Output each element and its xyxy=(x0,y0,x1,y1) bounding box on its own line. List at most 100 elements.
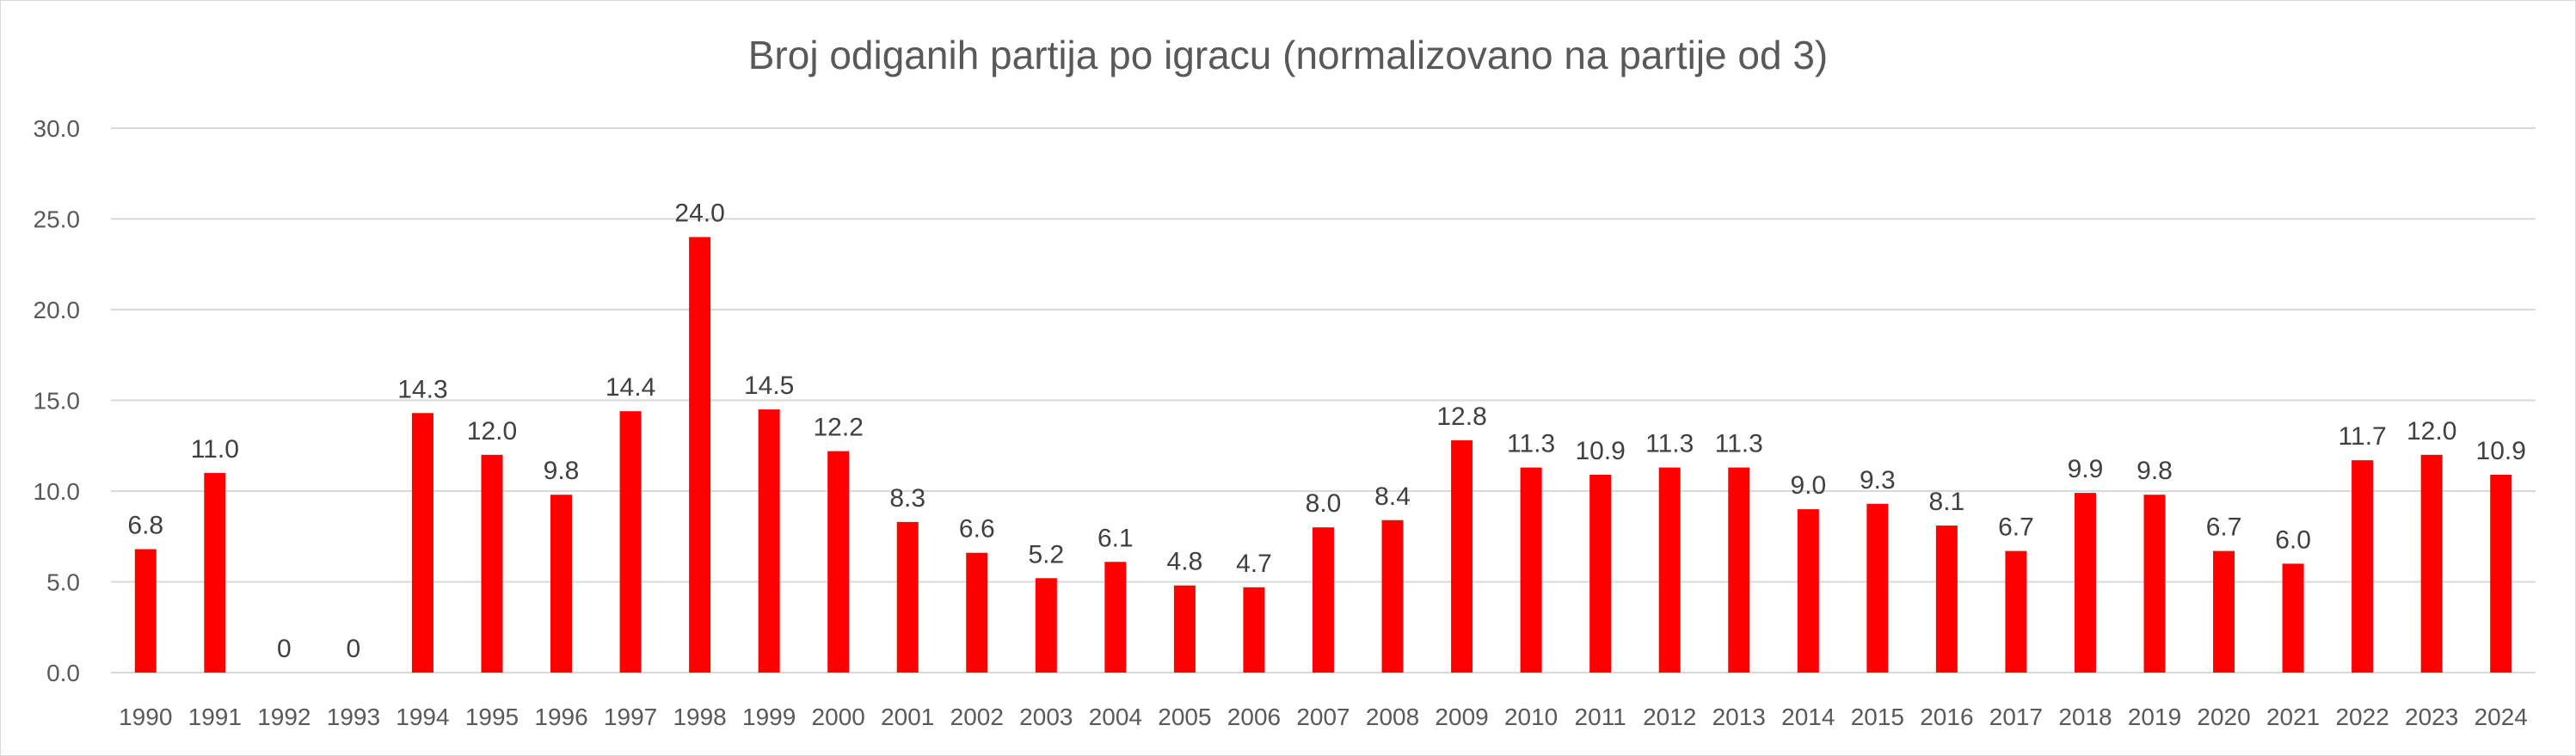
bar-2007 xyxy=(1313,527,1334,673)
bar-2013 xyxy=(1728,467,1750,673)
x-tick-label-2020: 2020 xyxy=(2197,704,2250,730)
x-tick-label-2005: 2005 xyxy=(1158,704,1211,730)
x-tick-label-2017: 2017 xyxy=(1989,704,2043,730)
x-tick-label-2002: 2002 xyxy=(950,704,1004,730)
bar-2009 xyxy=(1451,439,1473,673)
bar-2001 xyxy=(896,521,919,673)
y-tick-label: 10.0 xyxy=(34,478,81,505)
data-label-1992: 0 xyxy=(277,635,292,663)
y-tick-label: 0.0 xyxy=(46,660,80,686)
data-label-2006: 4.7 xyxy=(1236,550,1272,578)
bar-2004 xyxy=(1104,562,1127,673)
data-label-1990: 6.8 xyxy=(127,512,163,540)
data-labels: 6.8 11.0 0 0 14.3 12.0 9.8 14.4 24.0 14.5 12.2 8.3 6… xyxy=(127,200,2526,663)
data-label-2018: 9.9 xyxy=(2068,455,2104,483)
bar-2011 xyxy=(1589,475,1612,673)
y-tick-label: 25.0 xyxy=(34,206,81,233)
bar-2022 xyxy=(2352,460,2374,673)
bar-1990 xyxy=(134,549,157,673)
data-label-2008: 8.4 xyxy=(1374,482,1411,511)
data-label-2015: 9.3 xyxy=(1860,466,1896,495)
bars xyxy=(134,237,2512,673)
x-tick-label-2012: 2012 xyxy=(1643,704,1696,730)
bar-1998 xyxy=(689,237,711,673)
bar-1991 xyxy=(204,472,226,673)
data-label-2013: 11.3 xyxy=(1715,430,1763,458)
x-tick-label-2008: 2008 xyxy=(1366,704,1419,730)
data-label-2022: 11.7 xyxy=(2339,422,2387,451)
y-tick-label: 30.0 xyxy=(34,115,81,142)
bar-2024 xyxy=(2490,475,2512,673)
x-tick-label-2024: 2024 xyxy=(2475,704,2528,730)
x-tick-label-2001: 2001 xyxy=(881,704,934,730)
data-label-2012: 11.3 xyxy=(1645,430,1694,458)
bar-2008 xyxy=(1381,519,1404,673)
x-tick-label-2000: 2000 xyxy=(812,704,865,730)
data-label-2024: 10.9 xyxy=(2476,437,2526,465)
chart-title: Broj odiganih partija po igracu (normali… xyxy=(747,33,1829,77)
bar-2019 xyxy=(2143,495,2166,673)
x-tick-label-1996: 1996 xyxy=(534,704,587,730)
x-tick-label-2019: 2019 xyxy=(2128,704,2181,730)
bar-2003 xyxy=(1035,578,1057,673)
data-label-1994: 14.3 xyxy=(397,375,447,403)
data-label-2020: 6.7 xyxy=(2206,513,2242,542)
bar-2015 xyxy=(1866,503,1889,673)
data-label-2010: 11.3 xyxy=(1507,430,1555,458)
x-tick-label-1995: 1995 xyxy=(465,704,519,730)
x-tick-label-1993: 1993 xyxy=(327,704,380,730)
bar-2017 xyxy=(2005,550,2027,673)
data-label-2011: 10.9 xyxy=(1575,437,1625,465)
y-tick-label: 5.0 xyxy=(46,569,80,596)
bar-2000 xyxy=(827,451,850,673)
data-label-1999: 14.5 xyxy=(744,372,794,400)
bar-1995 xyxy=(481,454,503,673)
x-tick-label-1991: 1991 xyxy=(188,704,242,730)
y-tick-label: 20.0 xyxy=(34,297,81,323)
data-label-1991: 11.0 xyxy=(191,435,239,464)
data-label-2017: 6.7 xyxy=(1998,513,2034,542)
data-label-1993: 0 xyxy=(347,635,361,663)
x-tick-label-2010: 2010 xyxy=(1504,704,1558,730)
bar-2014 xyxy=(1797,509,1819,673)
bar-2018 xyxy=(2074,493,2096,673)
x-tick-label-2004: 2004 xyxy=(1089,704,1142,730)
x-tick-label-2014: 2014 xyxy=(1781,704,1835,730)
x-tick-label-2009: 2009 xyxy=(1435,704,1488,730)
data-label-2021: 6.0 xyxy=(2275,526,2311,554)
data-label-2009: 12.8 xyxy=(1436,403,1486,431)
x-tick-label-1992: 1992 xyxy=(257,704,310,730)
bar-2002 xyxy=(966,552,988,673)
x-tick-label-2016: 2016 xyxy=(1920,704,1973,730)
data-label-1997: 14.4 xyxy=(606,373,655,402)
x-tick-label-1990: 1990 xyxy=(119,704,172,730)
x-tick-label-2013: 2013 xyxy=(1712,704,1766,730)
x-tick-label-2015: 2015 xyxy=(1851,704,1904,730)
bar-1999 xyxy=(758,409,780,673)
data-label-2004: 6.1 xyxy=(1097,524,1134,552)
bar-2016 xyxy=(1935,526,1958,673)
bar-2020 xyxy=(2213,550,2235,673)
data-label-2014: 9.0 xyxy=(1790,471,1826,500)
data-label-2016: 8.1 xyxy=(1929,488,1965,516)
data-label-2003: 5.2 xyxy=(1028,540,1064,569)
x-tick-label-2006: 2006 xyxy=(1227,704,1281,730)
x-tick-label-1997: 1997 xyxy=(604,704,657,730)
bar-1996 xyxy=(550,495,573,673)
bar-2010 xyxy=(1520,467,1542,673)
x-tick-label-2007: 2007 xyxy=(1296,704,1349,730)
data-label-1998: 24.0 xyxy=(674,200,724,228)
data-label-1996: 9.8 xyxy=(544,457,580,485)
bar-2021 xyxy=(2282,563,2304,673)
y-axis-ticks: 0.0 5.0 10.0 15.0 20.0 25.0 30.0 xyxy=(34,115,81,686)
x-tick-label-2021: 2021 xyxy=(2266,704,2320,730)
x-tick-label-2003: 2003 xyxy=(1019,704,1073,730)
data-label-2019: 9.8 xyxy=(2136,457,2173,485)
bar-2012 xyxy=(1658,467,1681,673)
bar-1994 xyxy=(411,413,433,673)
x-tick-label-2023: 2023 xyxy=(2405,704,2458,730)
data-label-2005: 4.8 xyxy=(1167,548,1203,576)
x-tick-label-2018: 2018 xyxy=(2058,704,2112,730)
